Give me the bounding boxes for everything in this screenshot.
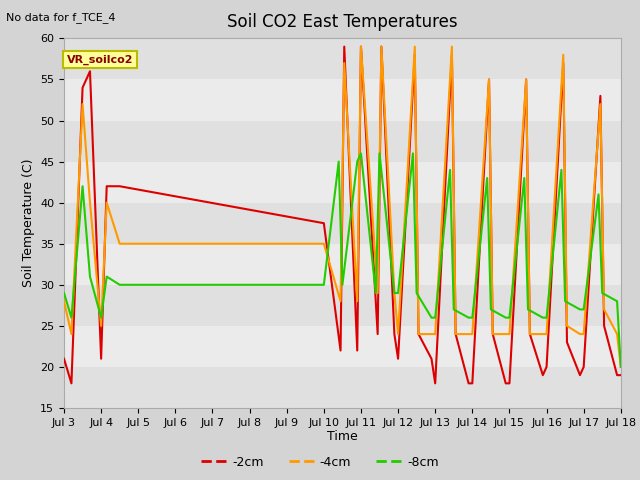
Bar	[64, 162, 621, 203]
Legend: -2cm, -4cm, -8cm: -2cm, -4cm, -8cm	[196, 451, 444, 474]
Bar	[64, 38, 621, 80]
Text: VR_soilco2: VR_soilco2	[67, 54, 133, 65]
X-axis label: Time: Time	[327, 431, 358, 444]
Bar	[64, 367, 621, 408]
Bar	[64, 80, 621, 120]
Bar	[64, 285, 621, 326]
Y-axis label: Soil Temperature (C): Soil Temperature (C)	[22, 159, 35, 288]
Bar	[64, 120, 621, 162]
Bar	[64, 244, 621, 285]
Title: Soil CO2 East Temperatures: Soil CO2 East Temperatures	[227, 13, 458, 31]
Bar	[64, 203, 621, 244]
Bar	[64, 326, 621, 367]
Text: No data for f_TCE_4: No data for f_TCE_4	[6, 12, 116, 23]
